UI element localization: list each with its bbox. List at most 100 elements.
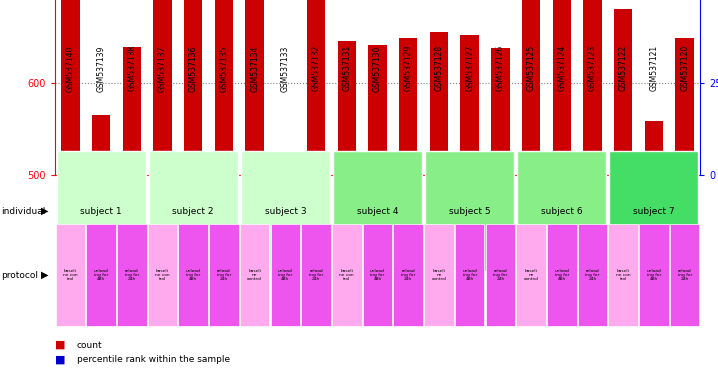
Bar bbox=[491, 48, 510, 175]
Bar bbox=[670, 224, 699, 326]
Text: GSM537128: GSM537128 bbox=[434, 45, 444, 91]
Text: ■: ■ bbox=[55, 355, 65, 365]
Text: GSM537139: GSM537139 bbox=[97, 45, 106, 91]
Bar bbox=[485, 224, 515, 326]
Text: reload
ing for
24h: reload ing for 24h bbox=[401, 269, 415, 281]
Text: GSM537125: GSM537125 bbox=[526, 45, 536, 91]
Bar bbox=[149, 151, 238, 271]
Bar bbox=[241, 151, 330, 271]
Text: GSM537137: GSM537137 bbox=[158, 45, 167, 91]
Text: GSM537134: GSM537134 bbox=[250, 45, 259, 91]
Bar bbox=[547, 224, 577, 326]
Bar bbox=[424, 224, 454, 326]
Bar bbox=[425, 151, 514, 271]
Text: GSM537133: GSM537133 bbox=[281, 45, 290, 91]
Bar bbox=[209, 224, 238, 326]
Text: percentile rank within the sample: percentile rank within the sample bbox=[77, 356, 230, 364]
Bar bbox=[614, 9, 633, 175]
Bar bbox=[302, 224, 331, 326]
Bar bbox=[276, 169, 294, 175]
Text: GSM537136: GSM537136 bbox=[189, 45, 197, 91]
Text: ▶: ▶ bbox=[40, 206, 48, 216]
Text: unload
ing for
48h: unload ing for 48h bbox=[278, 269, 293, 281]
Bar bbox=[429, 32, 448, 175]
Text: baseli
ne
control: baseli ne control bbox=[432, 269, 447, 281]
Bar bbox=[363, 224, 392, 326]
Bar bbox=[55, 224, 85, 326]
Text: subject 1: subject 1 bbox=[80, 207, 122, 215]
Bar bbox=[148, 224, 177, 326]
Bar bbox=[608, 224, 638, 326]
Bar bbox=[399, 38, 417, 175]
Text: ▶: ▶ bbox=[40, 270, 48, 280]
Bar bbox=[455, 224, 485, 326]
Bar bbox=[307, 0, 325, 175]
Text: unload
ing for
48h: unload ing for 48h bbox=[462, 269, 477, 281]
Text: GSM537140: GSM537140 bbox=[66, 45, 75, 91]
Text: GSM537138: GSM537138 bbox=[127, 45, 136, 91]
Text: count: count bbox=[77, 341, 102, 349]
Bar bbox=[86, 224, 116, 326]
Text: subject 2: subject 2 bbox=[172, 207, 214, 215]
Bar bbox=[246, 0, 264, 175]
Text: reload
ing for
24h: reload ing for 24h bbox=[585, 269, 600, 281]
Text: GSM537127: GSM537127 bbox=[465, 45, 474, 91]
Text: baseli
ne
control: baseli ne control bbox=[523, 269, 538, 281]
Text: reload
ing for
24h: reload ing for 24h bbox=[493, 269, 508, 281]
Bar bbox=[583, 0, 602, 175]
Text: unload
ing for
48h: unload ing for 48h bbox=[186, 269, 200, 281]
Bar bbox=[123, 47, 141, 175]
Bar bbox=[92, 115, 111, 175]
Bar bbox=[333, 151, 422, 271]
Text: GSM537124: GSM537124 bbox=[557, 45, 567, 91]
Text: unload
ing for
48h: unload ing for 48h bbox=[370, 269, 385, 281]
Text: GSM537122: GSM537122 bbox=[619, 45, 628, 91]
Text: GSM537132: GSM537132 bbox=[312, 45, 320, 91]
Bar bbox=[184, 0, 202, 175]
Bar bbox=[578, 224, 607, 326]
Bar bbox=[153, 0, 172, 175]
Bar bbox=[240, 224, 269, 326]
Text: GSM537121: GSM537121 bbox=[649, 45, 658, 91]
Bar bbox=[332, 224, 362, 326]
Bar bbox=[610, 151, 699, 271]
Text: subject 4: subject 4 bbox=[357, 207, 398, 215]
Text: baseli
ne con
trol: baseli ne con trol bbox=[63, 269, 78, 281]
Text: subject 3: subject 3 bbox=[264, 207, 306, 215]
Bar bbox=[645, 121, 663, 175]
Text: individual: individual bbox=[1, 207, 45, 215]
Bar bbox=[368, 45, 387, 175]
Text: GSM537130: GSM537130 bbox=[373, 45, 382, 91]
Text: reload
ing for
24h: reload ing for 24h bbox=[309, 269, 323, 281]
Text: baseli
ne
control: baseli ne control bbox=[247, 269, 262, 281]
Text: subject 7: subject 7 bbox=[633, 207, 675, 215]
Bar bbox=[639, 224, 668, 326]
Bar bbox=[393, 224, 423, 326]
Text: subject 5: subject 5 bbox=[449, 207, 490, 215]
Bar bbox=[517, 151, 606, 271]
Bar bbox=[117, 224, 146, 326]
Text: ■: ■ bbox=[55, 340, 65, 350]
Bar bbox=[179, 224, 208, 326]
Text: GSM537135: GSM537135 bbox=[220, 45, 228, 91]
Text: unload
ing for
48h: unload ing for 48h bbox=[93, 269, 108, 281]
Bar bbox=[516, 224, 546, 326]
Bar bbox=[522, 0, 540, 175]
Bar bbox=[57, 151, 146, 271]
Text: baseli
ne con
trol: baseli ne con trol bbox=[616, 269, 630, 281]
Text: GSM537129: GSM537129 bbox=[404, 45, 413, 91]
Bar bbox=[460, 35, 479, 175]
Text: GSM537131: GSM537131 bbox=[342, 45, 351, 91]
Text: baseli
ne con
trol: baseli ne con trol bbox=[155, 269, 170, 281]
Bar bbox=[61, 0, 80, 175]
Text: protocol: protocol bbox=[1, 270, 38, 280]
Bar bbox=[215, 0, 233, 175]
Text: subject 6: subject 6 bbox=[541, 207, 582, 215]
Text: GSM537123: GSM537123 bbox=[588, 45, 597, 91]
Text: baseli
ne con
trol: baseli ne con trol bbox=[340, 269, 354, 281]
Text: unload
ing for
48h: unload ing for 48h bbox=[554, 269, 569, 281]
Bar bbox=[553, 0, 571, 175]
Text: reload
ing for
24h: reload ing for 24h bbox=[125, 269, 139, 281]
Text: reload
ing for
24h: reload ing for 24h bbox=[678, 269, 691, 281]
Text: GSM537126: GSM537126 bbox=[496, 45, 505, 91]
